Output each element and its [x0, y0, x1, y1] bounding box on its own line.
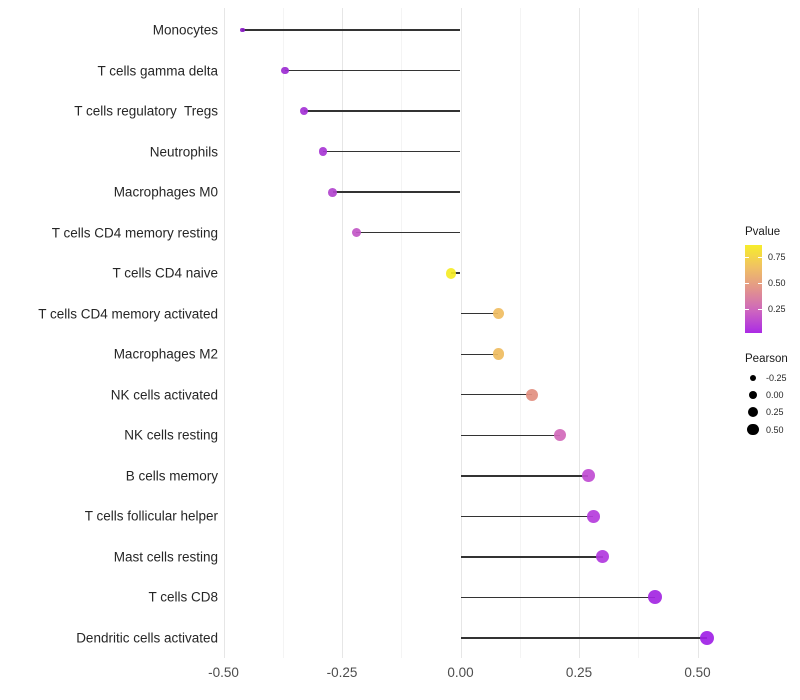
lollipop-dot	[445, 267, 457, 279]
y-axis-label: B cells memory	[125, 468, 218, 484]
lollipop-segment	[460, 596, 655, 599]
x-minor-gridline	[638, 8, 640, 658]
y-axis-label: T cells gamma delta	[97, 63, 218, 79]
pearson-legend-label: -0.25	[766, 373, 787, 383]
x-major-gridline	[697, 8, 699, 658]
colorbar-tick-mark	[758, 257, 762, 259]
pvalue-colorbar	[745, 245, 762, 333]
lollipop-segment	[304, 110, 461, 112]
lollipop-segment	[323, 150, 461, 153]
x-minor-gridline	[519, 8, 521, 658]
y-axis-label: T cells follicular helper	[84, 508, 218, 524]
colorbar-tick-label: 0.75	[768, 252, 786, 263]
y-axis-label: Neutrophils	[149, 144, 218, 160]
lollipop-segment	[460, 394, 532, 396]
lollipop-dot	[582, 469, 595, 483]
pearson-legend-dot	[748, 407, 758, 418]
pearson-legend-label: 0.25	[766, 407, 784, 418]
x-axis-tick-label: 0.25	[565, 665, 593, 680]
colorbar-tick-mark	[758, 283, 762, 285]
x-minor-gridline	[401, 8, 403, 658]
x-axis-tick-label: 0.50	[684, 665, 711, 680]
lollipop-dot	[492, 348, 505, 361]
lollipop-segment	[460, 313, 499, 315]
y-axis-label: T cells regulatory Tregs	[74, 103, 218, 119]
y-axis-label: NK cells resting	[124, 427, 218, 443]
y-axis-label: Monocytes	[152, 22, 218, 38]
lollipop-dot	[586, 509, 600, 523]
lollipop-segment	[356, 231, 461, 234]
pearson-legend-label: 0.50	[766, 424, 784, 435]
lollipop-dot	[281, 66, 289, 75]
y-axis-label: T cells CD4 memory resting	[51, 225, 218, 241]
lollipop-segment	[460, 353, 499, 355]
lollipop-dot	[240, 27, 245, 33]
lollipop-dot	[596, 550, 610, 564]
lollipop-segment	[460, 434, 561, 436]
colorbar-tick-label: 0.25	[768, 304, 786, 315]
lollipop-segment	[242, 29, 461, 31]
y-axis-label: Dendritic cells activated	[76, 630, 218, 646]
y-axis-label: Mast cells resting	[113, 549, 218, 565]
lollipop-segment	[460, 515, 594, 518]
colorbar-tick-mark	[758, 309, 762, 311]
y-axis-label: NK cells activated	[110, 387, 218, 403]
pearson-legend-title: Pearson	[745, 353, 788, 365]
y-axis-label: T cells CD4 memory activated	[38, 306, 218, 322]
lollipop-segment	[460, 637, 707, 639]
lollipop-dot	[328, 187, 337, 197]
x-axis-tick-label: -0.25	[326, 665, 358, 680]
colorbar-tick-mark	[745, 257, 749, 259]
x-major-gridline	[579, 8, 580, 658]
x-major-gridline	[342, 8, 343, 658]
x-axis-tick-label: -0.50	[208, 665, 239, 680]
lollipop-dot	[699, 630, 715, 646]
colorbar-tick-label: 0.50	[768, 278, 786, 289]
lollipop-dot	[553, 429, 567, 442]
pearson-legend-dot	[748, 390, 758, 400]
y-axis-label: T cells CD4 naive	[112, 265, 218, 281]
lollipop-dot	[300, 107, 309, 116]
lollipop-segment	[460, 475, 589, 477]
x-axis-tick-label: 0.00	[447, 665, 474, 680]
y-axis-label: Macrophages M2	[113, 346, 218, 362]
lollipop-segment	[332, 191, 461, 193]
lollipop-segment	[460, 556, 603, 558]
x-minor-gridline	[282, 8, 284, 658]
colorbar-tick-mark	[745, 309, 749, 311]
x-major-gridline	[460, 8, 462, 658]
lollipop-dot	[351, 227, 361, 238]
y-axis-label: T cells CD8	[148, 589, 218, 605]
lollipop-segment	[285, 69, 461, 72]
y-axis-label: Macrophages M0	[113, 184, 218, 200]
pearson-legend-label: 0.00	[766, 390, 784, 401]
lollipop-dot	[647, 590, 662, 605]
pvalue-legend-title: Pvalue	[745, 226, 781, 238]
x-major-gridline	[223, 8, 225, 658]
pearson-legend-dot	[749, 374, 757, 382]
lollipop-dot	[525, 388, 538, 401]
colorbar-tick-mark	[745, 283, 749, 285]
pearson-legend-dot	[747, 423, 759, 436]
lollipop-dot	[492, 308, 505, 320]
lollipop-dot	[318, 147, 328, 156]
